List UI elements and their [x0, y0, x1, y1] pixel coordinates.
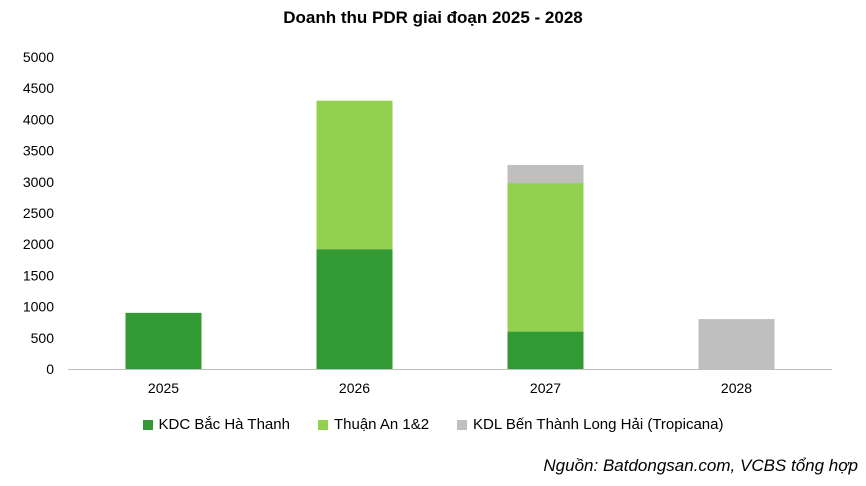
bars	[125, 100, 775, 369]
source-note: Nguồn: Batdongsan.com, VCBS tổng hợp	[543, 456, 858, 475]
x-tick-label: 2028	[721, 380, 752, 396]
y-tick-label: 4000	[23, 111, 54, 127]
y-tick-label: 3000	[23, 174, 54, 190]
chart-title: Doanh thu PDR giai đoạn 2025 - 2028	[283, 8, 583, 27]
bar-segment	[125, 312, 202, 369]
y-tick-label: 0	[46, 361, 54, 377]
y-tick-label: 500	[31, 330, 55, 346]
legend-label: KDL Bến Thành Long Hải (Tropicana)	[473, 416, 724, 433]
bar-segment	[507, 331, 584, 369]
x-tick-label: 2027	[530, 380, 561, 396]
legend-item: KDL Bến Thành Long Hải (Tropicana)	[457, 416, 723, 433]
legend-item: KDC Bắc Hà Thanh	[142, 416, 290, 433]
bar-segment	[507, 183, 584, 332]
legend-label: Thuận An 1&2	[333, 416, 430, 433]
legend: KDC Bắc Hà Thanh Thuận An 1&2 KDL Bến Thàn…	[0, 416, 866, 433]
y-tick-label: 3500	[23, 143, 54, 159]
bar-segment	[316, 249, 393, 369]
x-axis-ticks: 2025 2026 2027 2028	[148, 380, 752, 396]
legend-item: Thuận An 1&2	[317, 416, 430, 433]
y-axis-ticks: 0 500 1000 1500 2000 2500 3000 3500 4000 4500 5000	[23, 49, 54, 377]
legend-swatch	[142, 419, 153, 430]
y-tick-label: 1000	[23, 299, 54, 315]
y-tick-label: 1500	[23, 267, 54, 283]
bar-segment	[507, 164, 584, 184]
legend-swatch	[317, 419, 328, 430]
y-tick-label: 4500	[23, 80, 54, 96]
y-tick-label: 5000	[23, 49, 54, 65]
bar-segment	[316, 100, 393, 250]
y-tick-label: 2000	[23, 236, 54, 252]
bar-chart: 0 500 1000 1500 2000 2500 3000 3500 4000 4500 5000…	[23, 49, 832, 396]
legend-swatch	[457, 419, 468, 430]
y-tick-label: 2500	[23, 205, 54, 221]
x-tick-label: 2025	[148, 380, 179, 396]
bar-segment	[698, 319, 775, 369]
x-tick-label: 2026	[339, 380, 370, 396]
legend-label: KDC Bắc Hà Thanh	[158, 416, 290, 433]
